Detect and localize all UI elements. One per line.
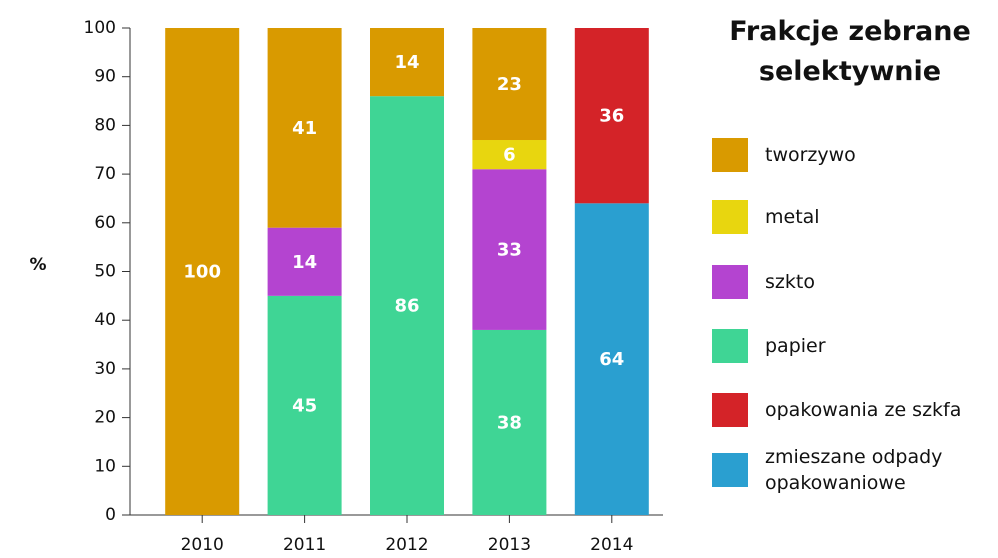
bar-segment <box>574 28 649 204</box>
x-tick-label: 2013 <box>488 535 531 555</box>
x-tick-label: 2010 <box>181 535 224 555</box>
legend-item: zmieszane odpady opakowaniowe <box>712 444 990 496</box>
legend-label: metal <box>765 206 820 228</box>
data-label: 45 <box>292 395 317 416</box>
y-tick-label: 30 <box>94 359 116 379</box>
legend-label: szkto <box>765 271 815 293</box>
legend-swatch <box>712 200 748 234</box>
bar-segment <box>472 140 547 170</box>
legend-swatch <box>712 393 748 427</box>
legend-swatch <box>712 265 748 299</box>
data-label: 6 <box>503 145 516 166</box>
data-label: 86 <box>394 296 419 317</box>
y-tick-label: 80 <box>94 115 116 135</box>
bar-segment <box>574 203 649 515</box>
y-tick-label: 10 <box>94 456 116 476</box>
legend-label: papier <box>765 335 826 357</box>
data-label: 14 <box>292 252 317 273</box>
data-label: 64 <box>599 349 624 370</box>
data-label: 33 <box>497 240 522 261</box>
legend-label: opakowania ze szkfa <box>765 399 962 421</box>
legend-swatch <box>712 453 748 487</box>
data-label: 41 <box>292 118 317 139</box>
bar-segment <box>267 28 342 228</box>
x-tick-label: 2014 <box>590 535 633 555</box>
legend-item: metal <box>712 200 990 234</box>
y-axis-label: % <box>29 255 46 275</box>
chart-title: Frakcje zebrane selektywnie <box>729 16 971 87</box>
legend-label: zmieszane odpady opakowaniowe <box>765 446 943 494</box>
y-tick-label: 60 <box>94 213 116 233</box>
bar-segment <box>472 169 547 330</box>
data-label: 23 <box>497 74 522 95</box>
x-tick-label: 2011 <box>283 535 326 555</box>
bar-segment <box>370 96 444 516</box>
y-tick-label: 70 <box>94 164 116 184</box>
y-tick-label: 20 <box>94 408 116 428</box>
y-tick-label: 40 <box>94 310 116 330</box>
legend-swatch <box>712 138 748 172</box>
legend-item: papier <box>712 329 990 363</box>
bar-segment <box>472 28 547 141</box>
y-tick-label: 0 <box>105 505 116 525</box>
legend-item: szkto <box>712 265 990 299</box>
y-tick-label: 50 <box>94 262 116 282</box>
legend-item: opakowania ze szkfa <box>712 393 990 427</box>
chart: % 0 10 20 30 40 50 60 70 80 90 100 2010 100 2011 45 14 4… <box>29 18 663 555</box>
data-label: 100 <box>183 262 221 283</box>
bar-segment <box>267 295 342 515</box>
bar-segment <box>370 28 444 97</box>
bar-segment <box>472 329 547 515</box>
legend-label: tworzywo <box>765 144 856 166</box>
y-tick-label: 100 <box>84 18 116 38</box>
legend-swatch <box>712 329 748 363</box>
legend-item: tworzywo <box>712 138 990 172</box>
data-label: 36 <box>599 106 624 127</box>
bar-segment <box>267 227 342 296</box>
y-tick-label: 90 <box>94 67 116 87</box>
data-label: 14 <box>394 52 419 73</box>
x-tick-label: 2012 <box>385 535 428 555</box>
bar-segment <box>165 28 240 515</box>
data-label: 38 <box>497 412 522 433</box>
